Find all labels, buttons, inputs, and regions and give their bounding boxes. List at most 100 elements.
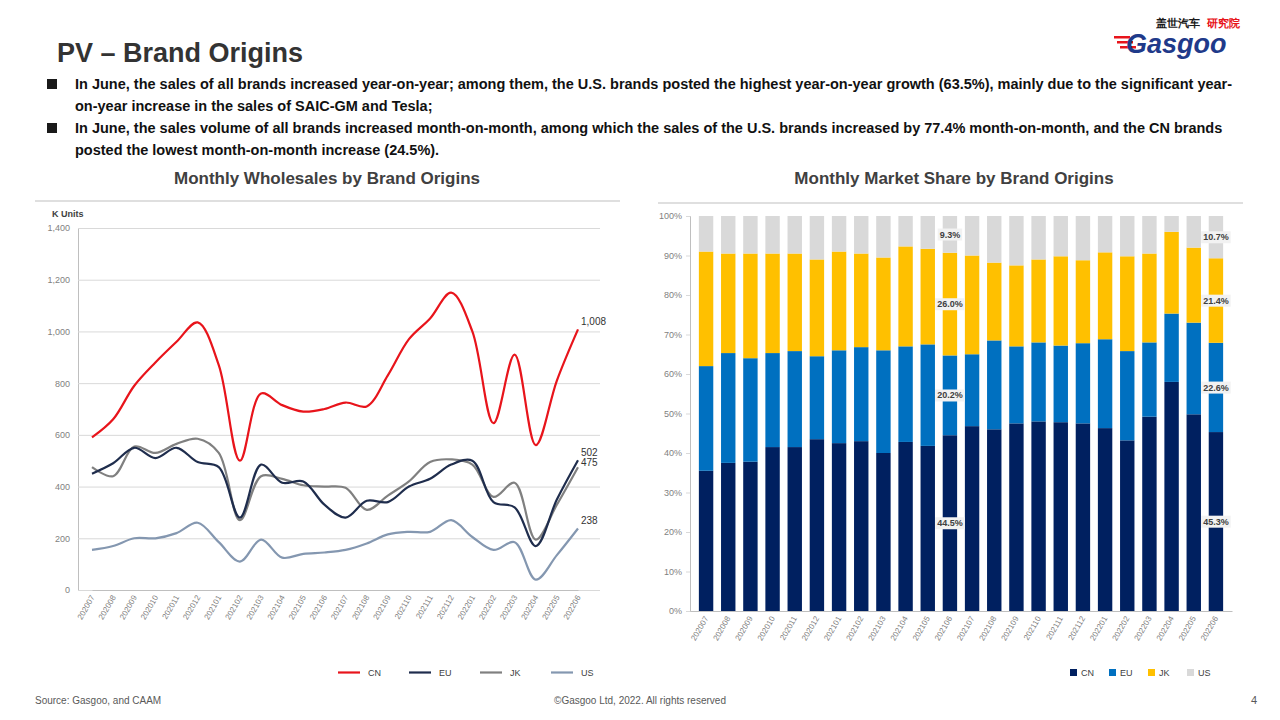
x-tick-label: 202112	[1066, 614, 1087, 642]
tick-mark	[686, 572, 690, 573]
bar-segment	[965, 256, 979, 355]
legend-label: US	[581, 668, 594, 678]
bar-segment	[1120, 216, 1134, 256]
bar-segment	[1187, 414, 1201, 611]
y-tick-label: 1,000	[47, 327, 70, 337]
x-tick-label: 202108	[350, 593, 371, 621]
x-tick: 202107	[329, 593, 350, 621]
bar-segment	[699, 216, 713, 252]
bullet-text: In June, the sales of all brands increas…	[75, 73, 1250, 117]
bar-segment	[743, 254, 757, 359]
bar-segment	[965, 426, 979, 611]
data-label: 20.2%	[937, 390, 963, 400]
bar-segment	[921, 446, 935, 611]
x-tick: 202008	[97, 593, 118, 621]
legend-item: US	[1187, 668, 1211, 678]
bar-segment	[1187, 216, 1201, 248]
legend-item: CN	[338, 668, 381, 678]
legend-item: JK	[480, 668, 521, 678]
bar-segment	[1142, 342, 1156, 416]
x-tick: 202111	[414, 593, 435, 620]
y-tick-label: 20%	[664, 527, 682, 537]
y-tick-label: 600	[55, 430, 70, 440]
x-tick: 202203	[498, 593, 519, 621]
legend-item: US	[551, 668, 594, 678]
y-axis: 02004006008001,0001,2001,400	[47, 223, 600, 595]
bar-segment	[832, 252, 846, 351]
bar-segment	[1076, 216, 1090, 260]
x-tick-label: 202201	[1088, 614, 1109, 642]
y-tick: 100%	[659, 211, 690, 221]
x-tick-label: 202107	[955, 614, 976, 642]
x-tick-label: 202203	[1133, 614, 1154, 642]
x-tick: 202103	[867, 614, 888, 642]
x-tick: 202012	[181, 593, 202, 621]
legend-swatch	[409, 671, 431, 673]
x-tick: 202009	[118, 593, 139, 621]
x-tick: 202203	[1133, 614, 1154, 642]
grid-line	[78, 280, 600, 281]
source-note: Source: Gasgoo, and CAAM	[35, 695, 161, 706]
bullet: In June, the sales volume of all brands …	[45, 117, 1250, 161]
bar-segment	[854, 216, 868, 254]
bar-segment	[921, 344, 935, 446]
bar-segment	[1031, 259, 1045, 342]
chart-title: Monthly Wholesales by Brand Origins	[174, 169, 480, 188]
y-tick: 1,200	[47, 275, 600, 285]
plot-area	[92, 293, 578, 580]
y-tick-label: 1,400	[47, 223, 70, 233]
bar-segment	[1098, 428, 1112, 611]
bar-segment	[1142, 254, 1156, 343]
x-tick-label: 202009	[118, 593, 139, 621]
y-tick-label: 0%	[669, 606, 682, 616]
legend-swatch	[338, 671, 360, 673]
x-tick-label: 202107	[329, 593, 350, 621]
y-tick-label: 200	[55, 534, 70, 544]
x-tick-label: 202011	[778, 614, 799, 642]
bar-segment	[921, 249, 935, 345]
x-tick-label: 202009	[734, 614, 755, 642]
y-tick-label: 60%	[664, 369, 682, 379]
x-tick-label: 202111	[414, 593, 435, 620]
legend-label: EU	[1120, 668, 1133, 678]
legend-item: EU	[409, 668, 452, 678]
y-tick: 0%	[669, 606, 690, 616]
x-tick: 202205	[1177, 614, 1198, 642]
x-tick: 202104	[889, 614, 910, 642]
grid-line	[78, 435, 600, 436]
x-tick-label: 202112	[435, 593, 456, 621]
x-tick: 202204	[519, 593, 540, 621]
bar-segment	[898, 246, 912, 346]
legend-swatch	[1070, 669, 1077, 676]
grid-line	[78, 590, 600, 591]
tick-mark	[686, 256, 690, 257]
bar-segment	[810, 216, 824, 259]
y-tick: 0	[65, 585, 600, 595]
bar-segment	[1164, 382, 1178, 611]
bar-segment	[921, 216, 935, 249]
legend-item: EU	[1109, 668, 1133, 678]
data-label-group: 10.7%	[1201, 231, 1231, 243]
tick-mark	[686, 335, 690, 336]
x-tick-label: 202105	[287, 593, 308, 621]
tick-mark	[686, 414, 690, 415]
y-tick-label: 30%	[664, 488, 682, 498]
x-tick: 202108	[977, 614, 998, 642]
bar-segment	[898, 216, 912, 246]
x-tick-label: 202007	[76, 593, 97, 621]
x-tick: 202202	[1110, 614, 1131, 642]
data-labels: 1,008502475238	[581, 316, 606, 526]
x-tick: 202105	[911, 614, 932, 642]
y-tick-label: 400	[55, 482, 70, 492]
bar-segment	[1098, 252, 1112, 339]
x-tick-label: 202106	[933, 614, 954, 642]
legend-label: CN	[368, 668, 381, 678]
y-tick: 20%	[664, 527, 690, 537]
legend-item: JK	[1148, 668, 1170, 678]
data-label-bg	[935, 517, 965, 529]
bar-segment	[721, 216, 735, 254]
x-tick-label: 202104	[889, 614, 910, 642]
bar-segment	[876, 216, 890, 257]
x-tick: 202008	[711, 614, 732, 642]
x-tick: 202106	[308, 593, 329, 621]
